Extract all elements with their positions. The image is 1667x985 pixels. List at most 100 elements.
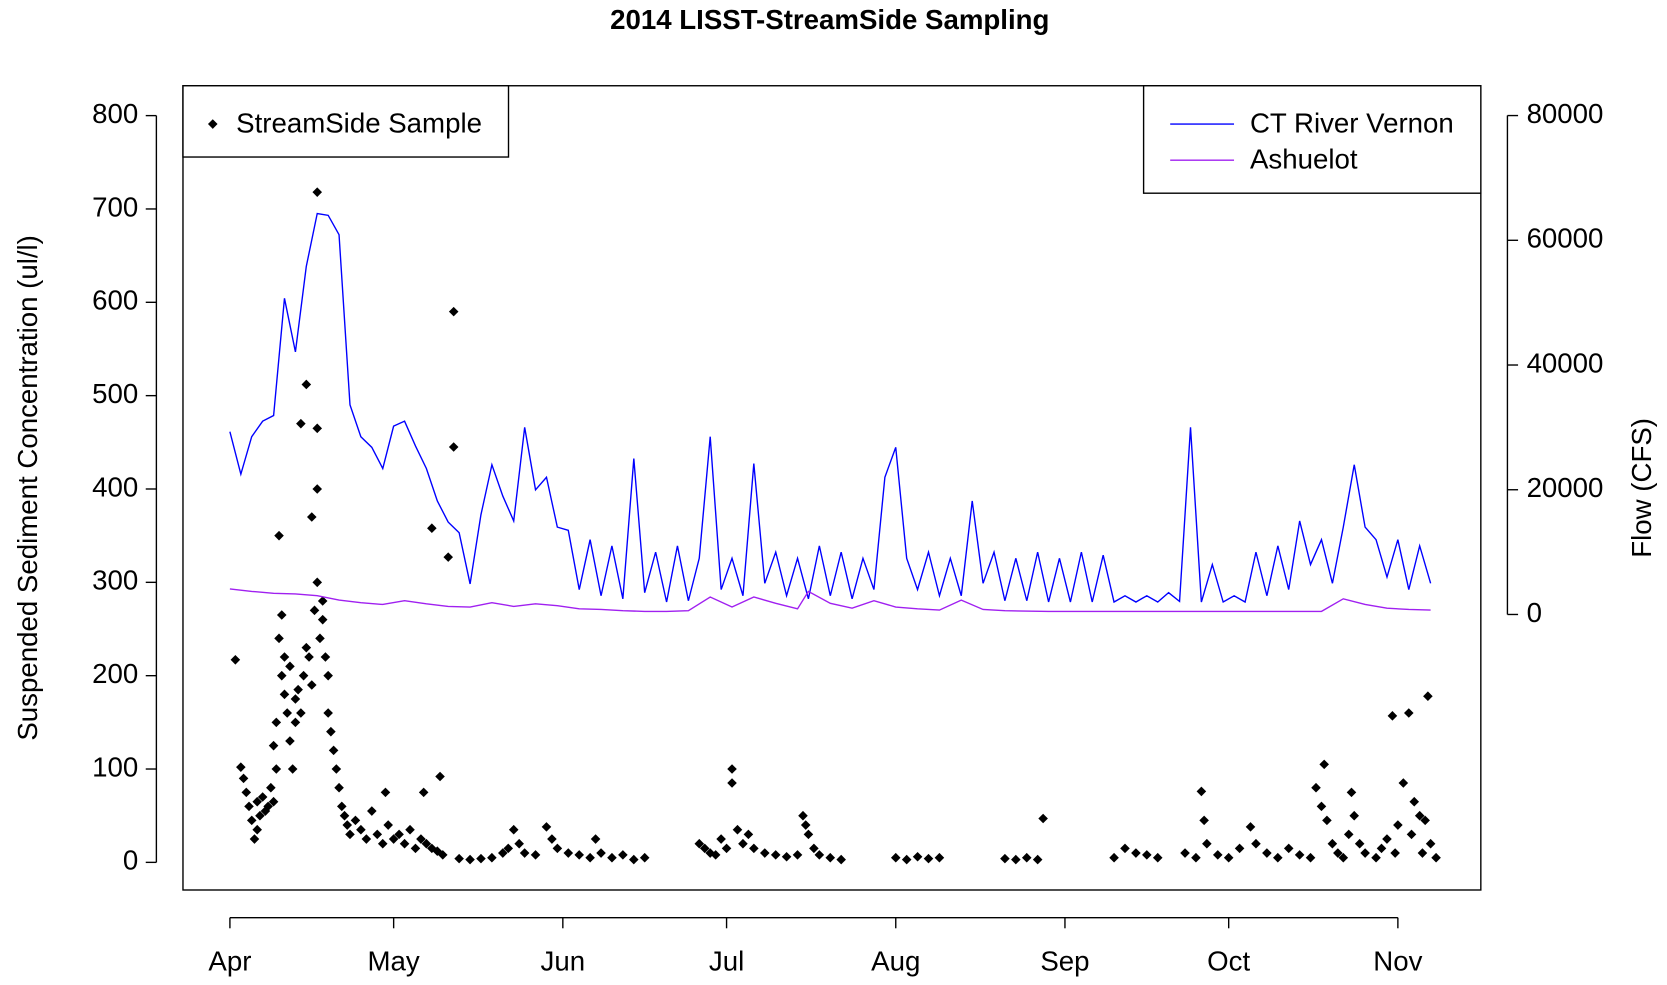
scatter-point [271, 764, 282, 774]
scatter-point [399, 838, 410, 849]
scatter-point [337, 801, 347, 812]
y-tick-label: 200 [92, 658, 138, 689]
flow-line [229, 588, 1431, 613]
y-tick-label: 0 [123, 845, 138, 876]
scatter-point [312, 423, 323, 434]
scatter-point [798, 810, 808, 821]
scatter-point [749, 843, 759, 854]
scatter-point [1196, 786, 1207, 797]
y2-tick-label: 80000 [1527, 98, 1604, 129]
x-tick-label: Jul [709, 946, 744, 977]
scatter-point [1327, 838, 1338, 849]
scatter-point [279, 652, 290, 662]
scatter-point [1199, 815, 1209, 826]
scatter-point [263, 801, 273, 812]
y-tick-label: 700 [92, 191, 138, 222]
y2-tick-label: 60000 [1527, 223, 1604, 254]
scatter-point [317, 614, 328, 625]
scatter-point [306, 680, 317, 690]
scatter-point [293, 684, 303, 695]
y-axis-label: Suspended Sediment Concentration (ul/l) [12, 235, 43, 741]
scatter-point [1283, 843, 1294, 854]
y-tick-label: 500 [92, 378, 138, 409]
scatter-point [309, 605, 320, 616]
scatter-point [1354, 838, 1365, 849]
y-tick-label: 800 [92, 98, 138, 129]
chart-title: 2014 LISST-StreamSide Sampling [610, 4, 1049, 35]
scatter-point [405, 824, 415, 835]
y-tick-label: 300 [92, 565, 138, 596]
scatter-point [1417, 848, 1428, 858]
flow-line [229, 212, 1432, 604]
scatter-point [356, 824, 366, 835]
scatter-point [394, 829, 404, 840]
scatter-point [246, 815, 257, 826]
scatter-point [1131, 848, 1141, 858]
scatter-point [727, 778, 737, 788]
scatter-point [721, 843, 732, 854]
x-tick-label: Jun [541, 946, 586, 977]
scatter-point [454, 853, 464, 864]
legend-box [182, 85, 510, 158]
scatter-point [331, 764, 342, 774]
scatter-point [268, 796, 279, 807]
scatter-point [498, 848, 508, 858]
scatter-point [282, 708, 293, 718]
x-tick-label: Nov [1373, 946, 1422, 977]
scatter-point [465, 854, 475, 865]
scatter-point [279, 689, 290, 700]
scatter-point [274, 530, 284, 541]
plot-frame [182, 85, 1482, 891]
scatter-point [326, 726, 336, 737]
scatter-point [287, 764, 298, 774]
scatter-point [1349, 810, 1359, 821]
scatter-point [1212, 850, 1223, 860]
legend-label: Ashuelot [1250, 144, 1358, 175]
x-tick-label: Aug [871, 946, 920, 977]
x-tick-label: May [368, 946, 420, 977]
y2-tick-label: 20000 [1527, 472, 1604, 503]
y-tick-label: 600 [92, 285, 138, 316]
scatter-point [694, 838, 705, 849]
legend-label: StreamSide Sample [236, 107, 482, 138]
scatter-point [372, 829, 383, 840]
scatter-point [345, 829, 355, 840]
scatter-point [290, 717, 301, 728]
scatter-point [304, 652, 314, 662]
scatter-point [1294, 850, 1305, 860]
y-tick-label: 400 [92, 471, 138, 502]
scatter-point [448, 306, 459, 317]
scatter-point [1038, 813, 1048, 824]
scatter-point [836, 854, 846, 865]
scatter-point [1000, 853, 1010, 864]
scatter-point [320, 652, 331, 662]
scatter-point [339, 810, 350, 821]
x-tick-label: Oct [1207, 946, 1250, 977]
scatter-point [296, 418, 306, 429]
scatter-point [448, 442, 459, 452]
scatter-point [1376, 843, 1387, 854]
y2-axis-label: Flow (CFS) [1626, 418, 1657, 558]
scatter-point [244, 801, 254, 812]
scatter-point [306, 512, 317, 522]
scatter-point [792, 850, 803, 860]
scatter-point [271, 717, 282, 728]
scatter-point [1202, 838, 1212, 849]
scatter-point [738, 838, 748, 849]
scatter-point [770, 850, 781, 860]
y-tick-label: 100 [92, 751, 138, 782]
scatter-point [421, 838, 432, 849]
legend-label: CT River Vernon [1250, 107, 1454, 138]
scatter-point [350, 815, 361, 826]
x-tick-label: Apr [208, 946, 251, 977]
scatter-point [377, 838, 388, 849]
scatter-point [1180, 848, 1190, 858]
scatter-point [230, 655, 241, 665]
scatter-point [410, 843, 421, 854]
scatter-point [803, 829, 814, 840]
scatter-point [1398, 778, 1409, 788]
scatter-point [252, 824, 262, 835]
scatter-point [727, 764, 737, 774]
scatter-point [312, 187, 323, 197]
scatter-point [437, 850, 448, 860]
